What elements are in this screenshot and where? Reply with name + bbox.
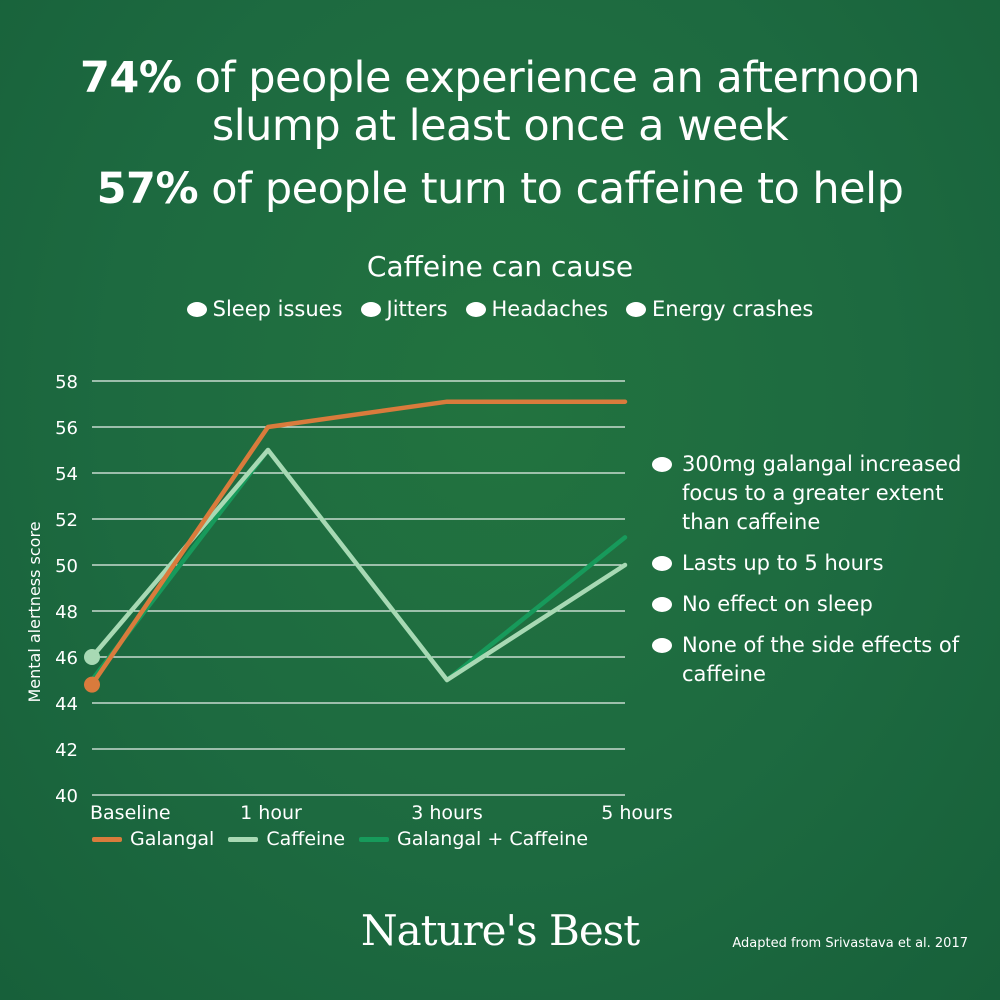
headline-stat-74: 74% <box>79 53 182 103</box>
source-citation: Adapted from Srivastava et al. 2017 <box>732 936 968 951</box>
x-tick-label: 5 hours <box>601 802 673 824</box>
y-tick-label: 50 <box>55 556 78 577</box>
x-tick-label: 1 hour <box>240 802 302 824</box>
bullet-dot-icon <box>652 556 672 571</box>
side-effect-item: Headaches <box>465 297 609 321</box>
benefit-item: 300mg galangal increased focus to a grea… <box>652 450 982 537</box>
bullet-dot-icon <box>465 301 486 317</box>
y-tick-label: 54 <box>55 464 78 485</box>
side-effects-list: Sleep issues Jitters Headaches Energy cr… <box>0 297 1000 321</box>
y-tick-label: 58 <box>55 372 78 393</box>
headline-line3: of people turn to caffeine to help <box>211 164 904 214</box>
y-axis-label: Mental alertness score <box>25 521 44 702</box>
benefit-item: No effect on sleep <box>652 590 982 619</box>
headline-top: 74% of people experience an afternoon sl… <box>0 54 1000 150</box>
benefit-text: None of the side effects of caffeine <box>682 633 960 686</box>
headline-line1: of people experience an afternoon <box>194 53 921 103</box>
side-effect-item: Energy crashes <box>626 297 813 321</box>
y-tick-label: 48 <box>55 602 78 623</box>
benefit-item: None of the side effects of caffeine <box>652 631 982 689</box>
y-tick-label: 42 <box>55 740 78 761</box>
y-tick-label: 40 <box>55 786 78 807</box>
legend-item-galangal-caffeine: Galangal + Caffeine <box>359 828 588 850</box>
bullet-dot-icon <box>360 301 381 317</box>
legend-label: Galangal <box>130 828 215 850</box>
side-effect-label: Jitters <box>386 297 448 321</box>
side-effect-label: Energy crashes <box>652 297 814 321</box>
y-tick-label: 52 <box>55 510 78 531</box>
side-effect-item: Jitters <box>360 297 448 321</box>
benefit-text: Lasts up to 5 hours <box>682 551 884 575</box>
side-effect-item: Sleep issues <box>186 297 343 321</box>
series-point-baseline <box>84 676 100 693</box>
benefit-item: Lasts up to 5 hours <box>652 549 982 578</box>
legend-label: Galangal + Caffeine <box>397 828 589 850</box>
legend-label: Caffeine <box>266 828 346 850</box>
series-line-galangal <box>89 399 628 687</box>
headline-stat-57: 57% <box>96 164 199 214</box>
y-tick-label: 46 <box>55 648 78 669</box>
legend-swatch <box>359 836 390 842</box>
y-tick-label: 56 <box>55 418 78 439</box>
x-tick-label: 3 hours <box>411 802 483 824</box>
chart-legend: Galangal Caffeine Galangal + Caffeine <box>92 828 588 850</box>
bullet-dot-icon <box>652 457 672 472</box>
headline-line2: slump at least once a week <box>211 101 789 151</box>
bullet-dot-icon <box>652 638 672 653</box>
legend-swatch <box>228 836 259 842</box>
legend-item-galangal: Galangal <box>92 828 214 850</box>
legend-item-caffeine: Caffeine <box>228 828 345 850</box>
benefits-list: 300mg galangal increased focus to a grea… <box>652 450 982 701</box>
series-point-baseline <box>84 649 100 665</box>
bullet-dot-icon <box>652 597 672 612</box>
legend-swatch <box>92 836 122 842</box>
brand-logo: Nature's Best <box>360 906 640 955</box>
benefit-text: 300mg galangal increased focus to a grea… <box>682 452 962 534</box>
bullet-dot-icon <box>186 301 207 317</box>
benefit-text: No effect on sleep <box>682 592 873 616</box>
bullet-dot-icon <box>626 301 647 317</box>
y-tick-label: 44 <box>55 694 78 715</box>
side-effect-label: Headaches <box>491 297 609 321</box>
side-effect-label: Sleep issues <box>212 297 343 321</box>
side-effects-title: Caffeine can cause <box>366 250 634 283</box>
headline-bottom: 57% of people turn to caffeine to help <box>0 165 1000 213</box>
x-tick-label: Baseline <box>90 802 171 824</box>
